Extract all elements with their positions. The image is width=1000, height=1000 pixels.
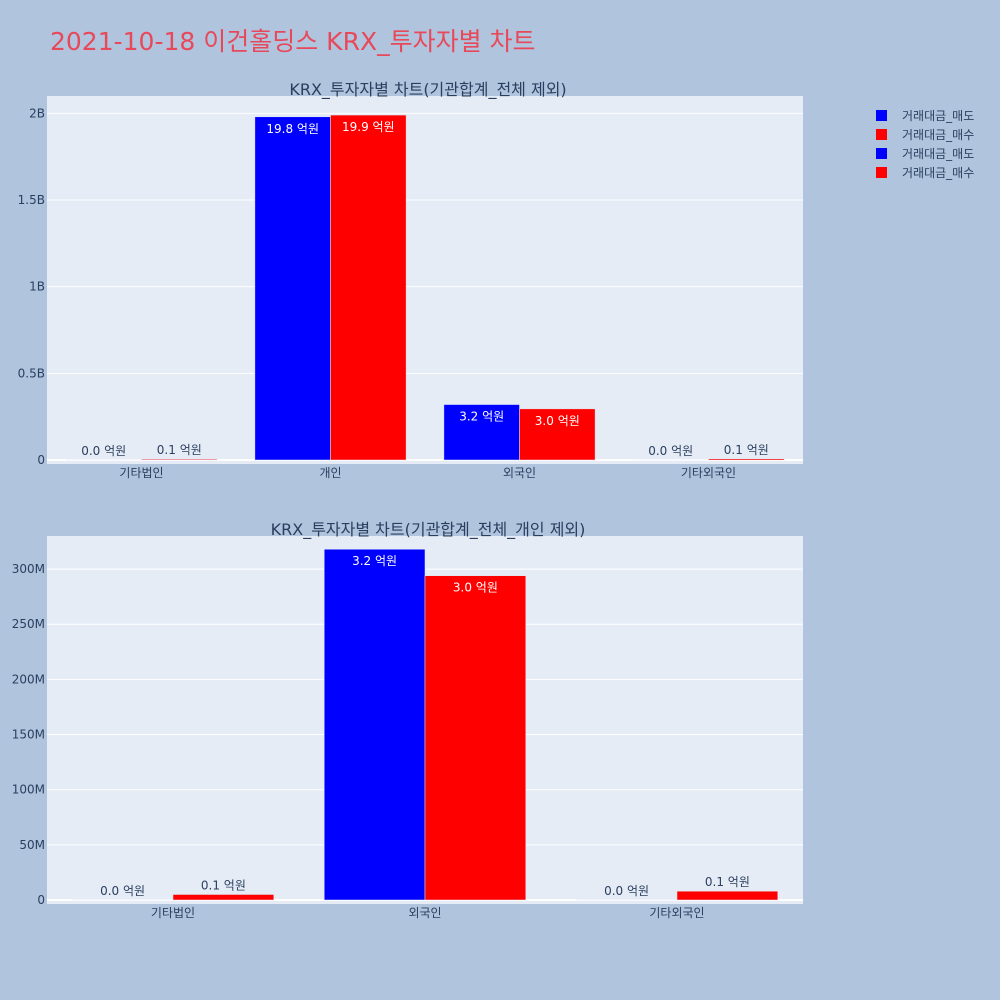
legend: 거래대금_매도 거래대금_매수 거래대금_매도 거래대금_매수	[876, 106, 974, 182]
bar-data-label: 0.0 억원	[648, 444, 693, 458]
x-tick-label: 기타외국인	[681, 466, 736, 480]
legend-swatch	[876, 110, 887, 121]
bar	[443, 404, 520, 461]
bar-data-label: 3.2 억원	[459, 410, 504, 424]
y-tick-label: 0	[37, 893, 45, 907]
bar	[676, 890, 779, 901]
bar	[172, 894, 275, 901]
legend-label: 거래대금_매수	[902, 128, 975, 142]
y-tick-label: 1.5B	[18, 193, 45, 207]
bar-data-label: 0.1 억원	[705, 875, 750, 889]
y-tick-label: 0	[37, 453, 45, 467]
bar	[424, 575, 527, 901]
legend-swatch	[876, 148, 887, 159]
y-tick-label: 200M	[12, 672, 45, 686]
legend-label: 거래대금_매도	[902, 147, 975, 161]
legend-label: 거래대금_매도	[902, 109, 975, 123]
bar	[708, 458, 785, 461]
legend-item[interactable]: 거래대금_매수	[876, 163, 974, 182]
bar-data-label: 0.0 억원	[604, 884, 649, 898]
bar-data-label: 19.8 억원	[266, 122, 319, 136]
bar	[519, 408, 596, 461]
bar-data-label: 3.0 억원	[453, 581, 498, 595]
y-tick-label: 2B	[29, 106, 45, 120]
legend-swatch	[876, 129, 887, 140]
y-tick-label: 1B	[29, 280, 45, 294]
bar	[141, 458, 218, 461]
legend-item[interactable]: 거래대금_매수	[876, 125, 974, 144]
bar-data-label: 0.1 억원	[724, 443, 769, 457]
bar	[323, 548, 426, 901]
y-tick-label: 300M	[12, 562, 45, 576]
legend-item[interactable]: 거래대금_매도	[876, 144, 974, 163]
bar-data-label: 0.1 억원	[157, 443, 202, 457]
y-tick-label: 0.5B	[18, 366, 45, 380]
chart-title: KRX_투자자별 차트(기관합계_전체_개인 제외)	[271, 520, 586, 540]
bar-data-label: 0.0 억원	[81, 444, 126, 458]
bar-data-label: 3.0 억원	[535, 414, 580, 428]
x-tick-label: 기타법인	[119, 466, 163, 480]
bar-data-label: 3.2 억원	[352, 554, 397, 568]
x-tick-label: 외국인	[408, 906, 441, 920]
plot-area	[47, 96, 803, 464]
x-tick-label: 개인	[319, 466, 341, 480]
y-tick-label: 50M	[19, 838, 45, 852]
y-tick-label: 150M	[12, 728, 45, 742]
x-tick-label: 기타법인	[151, 906, 195, 920]
page-title: 2021-10-18 이건홀딩스 KRX_투자자별 차트	[50, 27, 536, 56]
bar-data-label: 0.1 억원	[201, 878, 246, 892]
bar	[330, 114, 407, 461]
bar-data-label: 19.9 억원	[342, 120, 395, 134]
legend-item[interactable]: 거래대금_매도	[876, 106, 974, 125]
x-tick-label: 외국인	[503, 466, 536, 480]
legend-label: 거래대금_매수	[902, 166, 975, 180]
bar	[254, 116, 331, 461]
y-tick-label: 100M	[12, 783, 45, 797]
investor-chart-top: 0 0.5B 1B 1.5B 2B KRX_투자자별 차트(기관합계_전체 제외) 0.0 …	[18, 80, 803, 480]
y-tick-label: 250M	[12, 617, 45, 631]
x-tick-label: 기타외국인	[649, 906, 704, 920]
bar-data-label: 0.0 억원	[100, 884, 145, 898]
legend-swatch	[876, 167, 887, 178]
chart-title: KRX_투자자별 차트(기관합계_전체 제외)	[289, 80, 566, 100]
